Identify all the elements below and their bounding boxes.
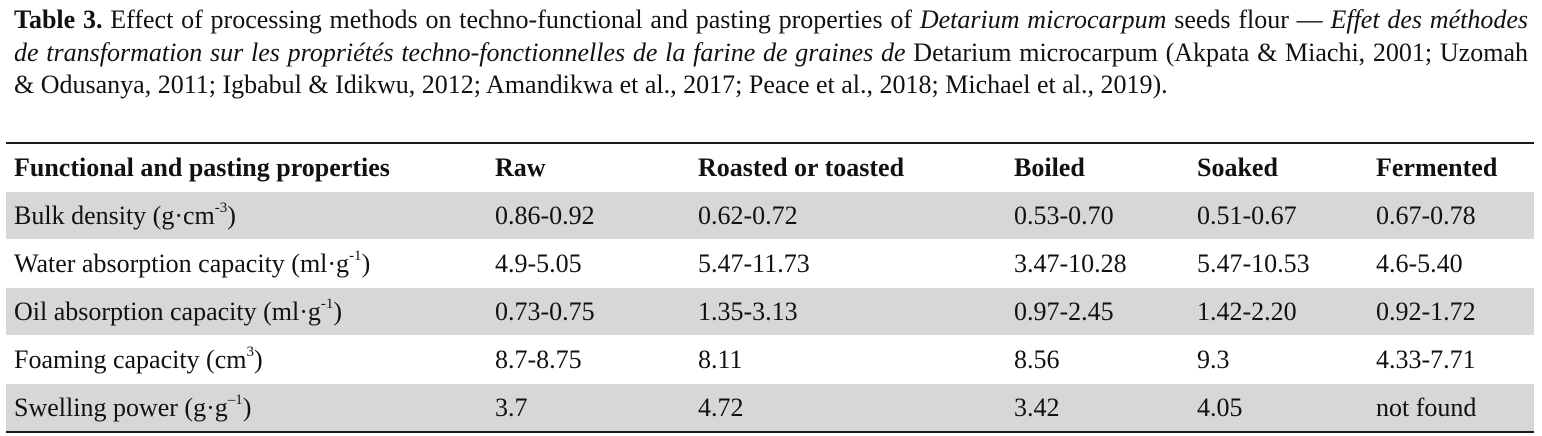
caption-label: Table 3. xyxy=(14,5,103,34)
value-cell: 8.11 xyxy=(690,335,1006,384)
value-cell: 0.53-0.70 xyxy=(1006,191,1189,240)
unit-exponent: -1 xyxy=(349,247,362,264)
value-cell: 5.47-10.53 xyxy=(1189,239,1368,288)
value-cell: 0.92-1.72 xyxy=(1368,287,1534,336)
value-cell: 0.73-0.75 xyxy=(487,287,690,336)
value-cell: 0.67-0.78 xyxy=(1368,191,1534,240)
property-cell: Swelling power (g·g–1) xyxy=(6,383,487,433)
column-header: Functional and pasting properties xyxy=(6,142,487,192)
value-cell: 4.33-7.71 xyxy=(1368,335,1534,384)
value-cell: 0.97-2.45 xyxy=(1006,287,1189,336)
value-cell: 5.47-11.73 xyxy=(690,239,1006,288)
table-row: Water absorption capacity (ml·g-1) 4.9-5… xyxy=(6,239,1534,288)
table-row: Swelling power (g·g–1) 3.7 4.72 3.42 4.0… xyxy=(6,383,1534,433)
property-label: Oil absorption capacity (ml·g xyxy=(14,296,321,326)
column-header: Fermented xyxy=(1368,142,1534,192)
caption-text: Detarium microcarpum (Akpata & Miachi, 2… xyxy=(14,37,1528,100)
table-row: Bulk density (g·cm-3) 0.86-0.92 0.62-0.7… xyxy=(6,191,1534,240)
value-cell: 1.42-2.20 xyxy=(1189,287,1368,336)
property-label-close: ) xyxy=(242,392,252,422)
property-cell: Oil absorption capacity (ml·g-1) xyxy=(6,287,487,336)
property-label: Water absorption capacity (ml·g xyxy=(14,248,350,278)
value-cell: 9.3 xyxy=(1189,335,1368,384)
table-header-row: Functional and pasting properties Raw Ro… xyxy=(6,142,1534,192)
value-cell: 3.7 xyxy=(487,383,690,433)
table-row: Oil absorption capacity (ml·g-1) 0.73-0.… xyxy=(6,287,1534,336)
property-cell: Water absorption capacity (ml·g-1) xyxy=(6,239,487,288)
unit-exponent: -3 xyxy=(214,199,228,216)
table-caption: Table 3. Effect of processing methods on… xyxy=(14,4,1528,102)
value-cell: 0.86-0.92 xyxy=(487,191,690,240)
value-cell: 3.47-10.28 xyxy=(1006,239,1189,288)
value-cell: 3.42 xyxy=(1006,383,1189,433)
unit-exponent: –1 xyxy=(227,391,243,408)
value-cell: 8.56 xyxy=(1006,335,1189,384)
value-cell: 4.72 xyxy=(690,383,1006,433)
column-header: Soaked xyxy=(1189,142,1368,192)
column-header: Raw xyxy=(487,142,690,192)
value-cell: 4.6-5.40 xyxy=(1368,239,1534,288)
property-cell: Foaming capacity (cm3) xyxy=(6,335,487,384)
caption-french: Effet des méthodes de transformation sur… xyxy=(14,5,1529,67)
property-label-close: ) xyxy=(227,200,236,230)
data-table: Functional and pasting properties Raw Ro… xyxy=(6,142,1534,433)
value-cell: 4.05 xyxy=(1189,383,1368,433)
property-label: Swelling power (g·g xyxy=(14,392,228,422)
property-cell: Bulk density (g·cm-3) xyxy=(6,191,487,240)
unit-exponent: -1 xyxy=(320,295,334,312)
property-label-close: ) xyxy=(333,296,343,326)
property-label: Bulk density (g·cm xyxy=(14,200,215,230)
property-label-close: ) xyxy=(253,344,263,374)
table-row: Foaming capacity (cm3) 8.7-8.75 8.11 8.5… xyxy=(6,335,1534,384)
value-cell: 0.51-0.67 xyxy=(1189,191,1368,240)
column-header: Boiled xyxy=(1006,142,1189,192)
column-header: Roasted or toasted xyxy=(690,142,1006,192)
value-cell: not found xyxy=(1368,383,1534,433)
value-cell: 0.62-0.72 xyxy=(690,191,1006,240)
property-label-close: ) xyxy=(361,248,371,278)
caption-text: Effect of processing methods on techno-f… xyxy=(102,5,920,34)
value-cell: 1.35-3.13 xyxy=(690,287,1006,336)
value-cell: 4.9-5.05 xyxy=(487,239,690,288)
property-label: Foaming capacity (cm xyxy=(14,344,247,374)
value-cell: 8.7-8.75 xyxy=(487,335,690,384)
unit-exponent: 3 xyxy=(246,343,254,360)
caption-text: seeds flour — xyxy=(1166,5,1331,34)
caption-species: Detarium microcarpum xyxy=(919,5,1167,34)
